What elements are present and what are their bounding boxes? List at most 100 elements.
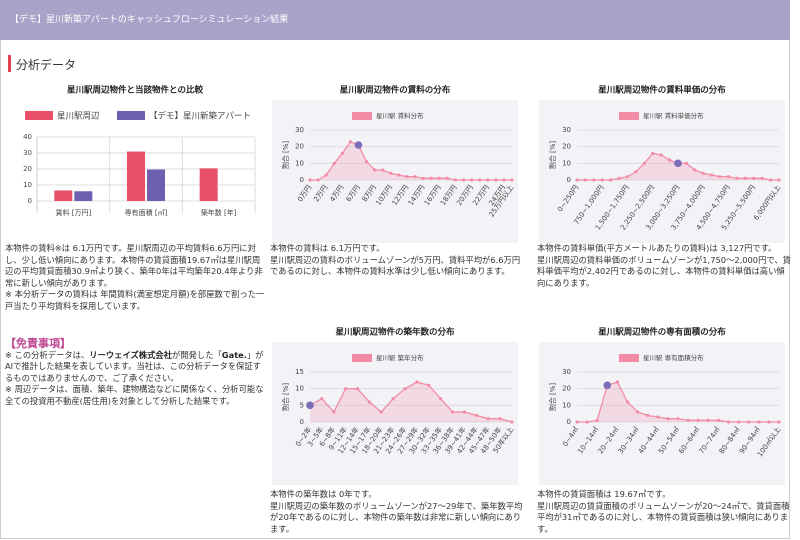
point [478, 178, 482, 182]
y-tick-label: 30 [23, 149, 32, 157]
point [600, 178, 604, 182]
point [718, 175, 722, 179]
point [575, 420, 579, 424]
point [498, 417, 502, 421]
paragraph: ※ この分析データは、リーウェイズ株式会社が開発した「Gate.」がAIで推計し… [5, 350, 267, 385]
point [403, 387, 407, 391]
chart-background [272, 342, 518, 485]
point [470, 178, 474, 182]
point [453, 178, 458, 182]
y-tick-label: 10 [295, 385, 304, 393]
point [332, 161, 336, 165]
emphasis: Gate. [221, 349, 247, 360]
disclaimer-title: 【免責事項】 [5, 337, 71, 350]
point [367, 400, 372, 404]
legend-swatch [619, 354, 639, 362]
section-title: 分析データ [16, 58, 77, 72]
point [340, 151, 344, 155]
chart-description: 本物件の賃料単価(平方メートルあたりの賃料)は 3,127円です。 星川駅周辺の賃… [537, 243, 792, 289]
point [462, 410, 467, 414]
point [486, 417, 490, 421]
text-run: 」がAIで推計した結果を表しています。当社は、この分析データを保証するものではあ… [5, 349, 264, 383]
chart-title: 星川駅周辺物件の賃料の分布 [340, 85, 451, 96]
chart-description: 本物件の賃貸面積は 19.67㎡です。 星川駅周辺の賃貸面積のボリュームゾーンが2… [537, 489, 792, 535]
paragraph: ※ 本分析データの賃料は 年間賃料(満室想定月額)を部屋数で割った一戸当たり平均… [5, 289, 265, 311]
point [373, 168, 377, 172]
point [445, 176, 449, 180]
y-tick-label: 0 [300, 418, 304, 426]
point [693, 168, 697, 172]
bar [199, 168, 218, 201]
point [667, 158, 672, 162]
legend-label: 星川駅 賃料分布 [376, 111, 424, 120]
point [686, 418, 690, 422]
x-tick-label: 賃料 [万円] [55, 208, 91, 217]
point [743, 176, 747, 180]
point [726, 420, 731, 424]
y-tick-label: 30 [295, 126, 304, 134]
point [592, 178, 596, 182]
point [656, 415, 660, 419]
point [636, 410, 640, 414]
point [316, 178, 320, 182]
legend-swatch [25, 111, 53, 120]
paragraph: 星川駅周辺の賃料のボリュームゾーンが5万円、賃料平均が6.6万円であるのに対し、… [270, 254, 521, 277]
point [646, 413, 650, 417]
point [575, 178, 579, 182]
point [397, 173, 401, 177]
point [625, 175, 630, 179]
emphasis: リーウェイズ株式会社 [89, 349, 172, 360]
y-tick-label: 0 [567, 418, 571, 426]
highlight-point [674, 159, 682, 168]
bar [147, 169, 165, 201]
paragraph: 星川駅周辺の賃料単価のボリュームゾーンが1,750～2,000円で、賃料単価平均… [537, 254, 791, 288]
point [768, 178, 773, 182]
point [684, 161, 689, 165]
point [389, 171, 393, 175]
point [427, 383, 431, 387]
paragraph: 本物件の賃貸面積は 19.67㎡です。 [537, 489, 671, 499]
disclaimer: 【免責事項】 ※ この分析データは、リーウェイズ株式会社が開発した「Gate.」が… [5, 338, 267, 407]
y-tick-label: 0 [28, 197, 32, 205]
y-tick-label: 20 [295, 143, 304, 151]
point [437, 176, 441, 180]
point [355, 387, 360, 391]
point [450, 410, 455, 414]
text-run: が開発した「 [172, 349, 222, 360]
paragraph: ※ 周辺データは、面積、築年、建物構造などに関係なく、分析可能な全ての投資用不動… [5, 384, 267, 407]
y-tick-label: 10 [562, 159, 571, 167]
point [726, 175, 731, 179]
point [767, 420, 771, 424]
y-tick-label: 5 [300, 401, 304, 409]
chart-description: 本物件の賃料は 6.1万円です。 星川駅周辺の賃料のボリュームゾーンが5万円、賃料… [270, 243, 525, 278]
y-tick-label: 30 [562, 126, 571, 134]
y-axis-label: 割合 [%] [281, 383, 290, 412]
paragraph: 本物件の賃料は 6.1万円です。 [270, 243, 385, 253]
point [429, 176, 433, 180]
highlight-point [354, 141, 363, 149]
point [405, 175, 409, 179]
y-tick-label: 20 [23, 165, 32, 173]
legend-label: 【デモ】星川新築アパート [149, 111, 251, 122]
y-tick-label: 40 [23, 133, 32, 141]
y-axis-label: 割合 [%] [548, 383, 557, 412]
legend-swatch [117, 111, 145, 120]
y-tick-label: 30 [562, 368, 571, 376]
y-tick-label: 20 [562, 143, 571, 151]
point [510, 420, 514, 424]
point [716, 418, 720, 422]
point [651, 151, 655, 155]
y-axis-label: 割合 [%] [548, 141, 557, 170]
x-tick-label: 築年数 [年] [201, 208, 237, 217]
legend-label: 星川駅 築年分布 [376, 353, 424, 362]
point [510, 178, 514, 182]
legend-label: 星川駅周辺 [57, 112, 100, 122]
chart-title: 星川駅周辺物件と当該物件との比較 [67, 85, 203, 96]
highlight-point [603, 381, 612, 390]
paragraph: 本物件の賃料※は 6.1万円です。星川駅周辺の平均賃料6.6万円に対し、少し低い… [5, 243, 263, 288]
point [676, 417, 680, 421]
point [379, 410, 383, 414]
